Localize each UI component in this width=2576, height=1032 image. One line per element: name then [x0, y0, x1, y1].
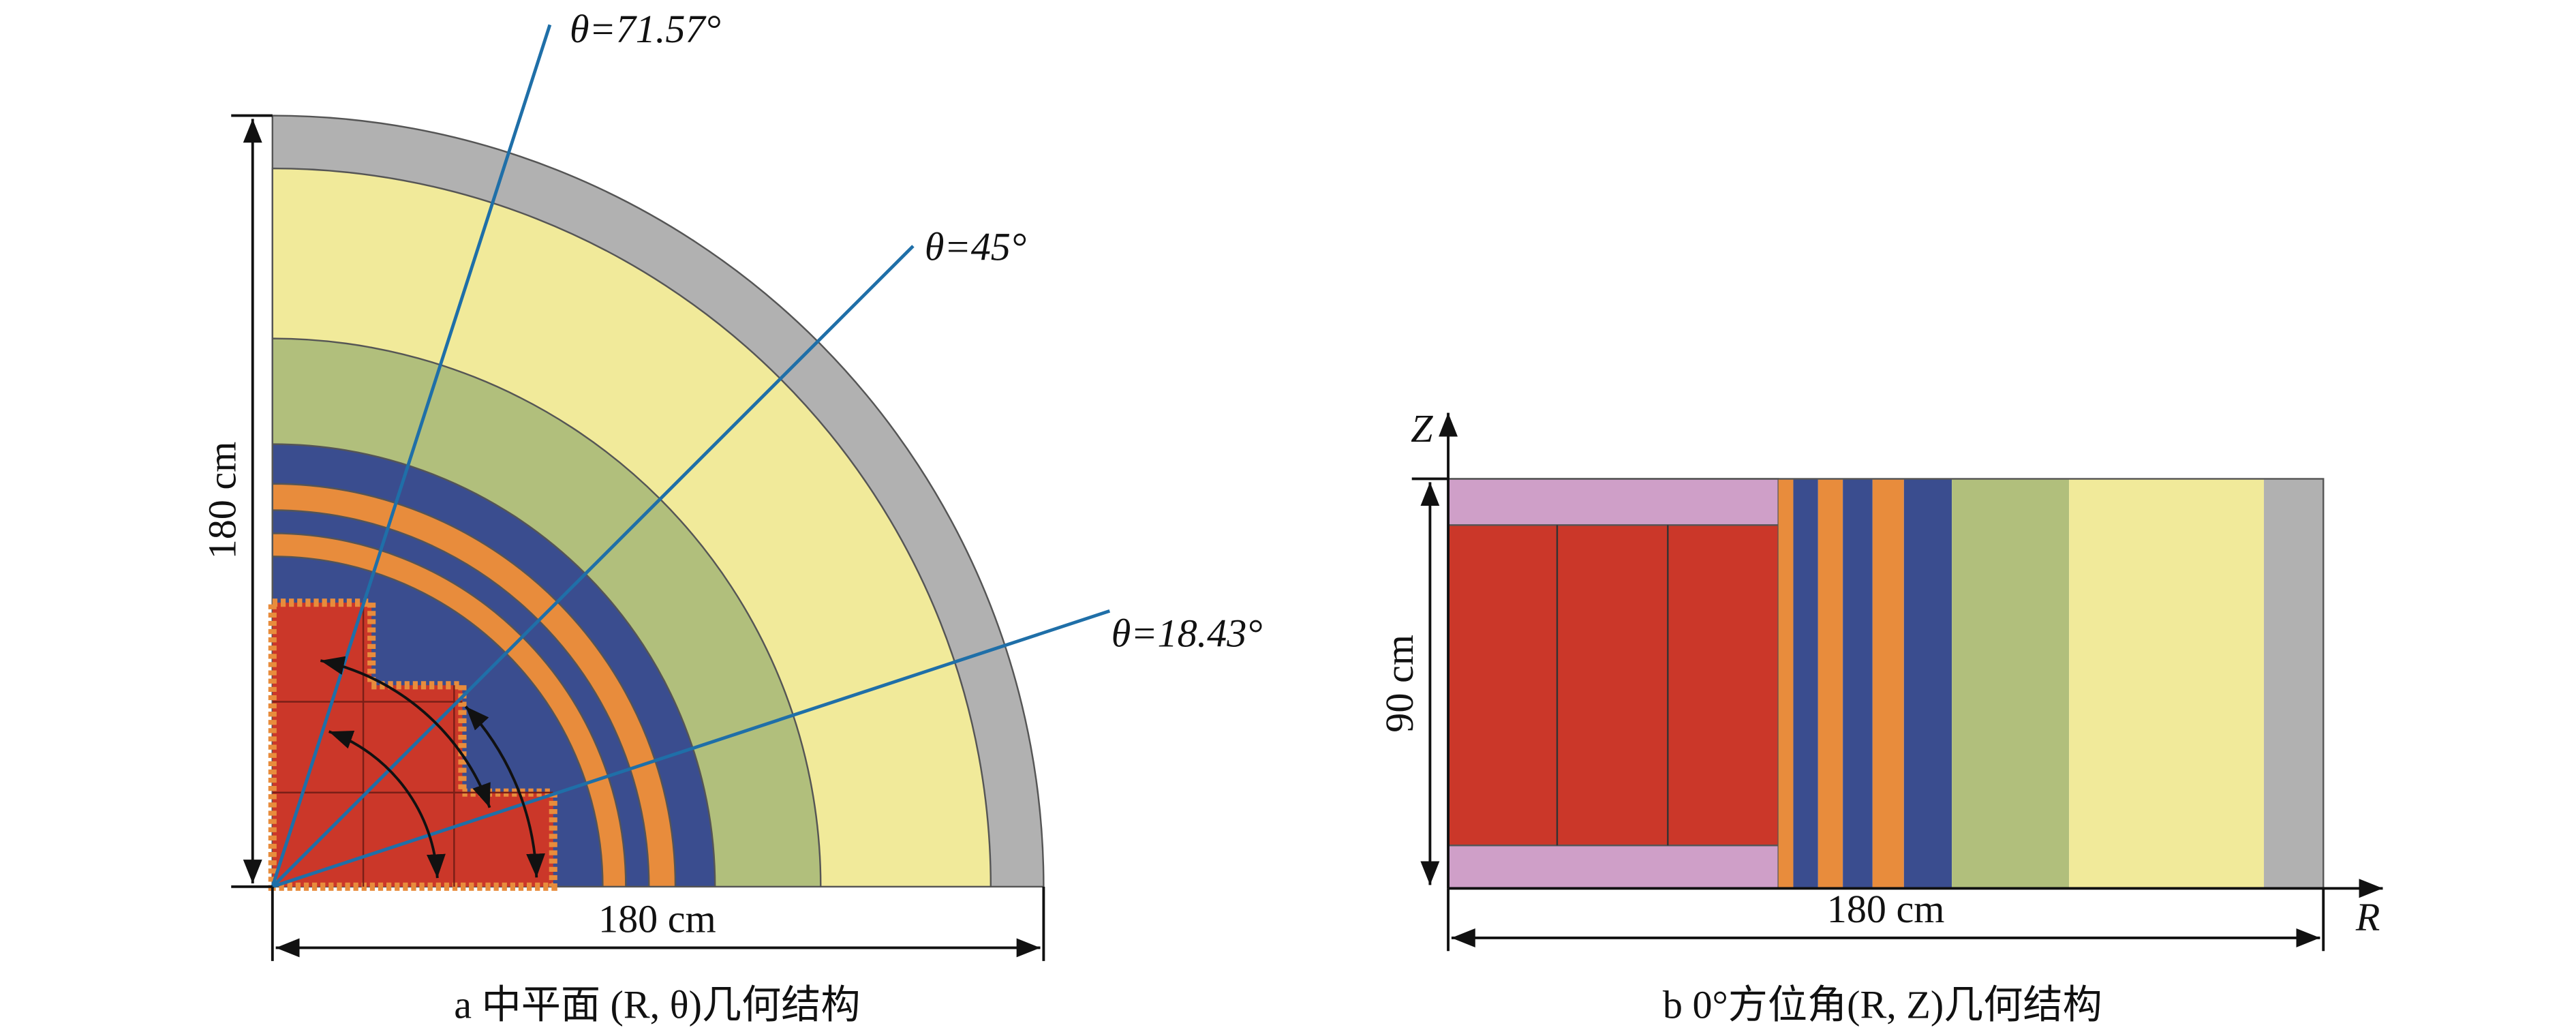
height-label: 90 cm	[1377, 635, 1422, 733]
axis-label: R	[2355, 895, 2380, 939]
orange-band	[1818, 479, 1843, 889]
blue-band	[1843, 479, 1873, 889]
blue-band	[1903, 479, 1952, 889]
caption: a 中平面 (R, θ)几何结构	[454, 982, 860, 1027]
yellow-band	[2069, 479, 2265, 889]
angle-label: θ=71.57°	[570, 7, 721, 51]
panel-b	[1447, 478, 2325, 890]
angle-arc	[320, 656, 491, 808]
blue-band	[1793, 479, 1818, 889]
orange-band	[1778, 479, 1794, 889]
width-label: 180 cm	[1827, 887, 1945, 931]
angle-ray	[271, 24, 552, 887]
width-label: 180 cm	[598, 896, 716, 941]
angle-label: θ=45°	[925, 225, 1026, 269]
core-region	[1447, 524, 1779, 847]
angle-label: θ=18.43°	[1111, 611, 1263, 655]
green-band	[1952, 479, 2070, 889]
gray-band	[2264, 479, 2324, 889]
caption: b 0°方位角(R, Z)几何结构	[1663, 982, 2102, 1027]
orange-band	[1872, 479, 1904, 889]
panel-a	[268, 24, 1111, 891]
height-label: 180 cm	[200, 442, 244, 560]
axis-label: Z	[1411, 406, 1433, 451]
